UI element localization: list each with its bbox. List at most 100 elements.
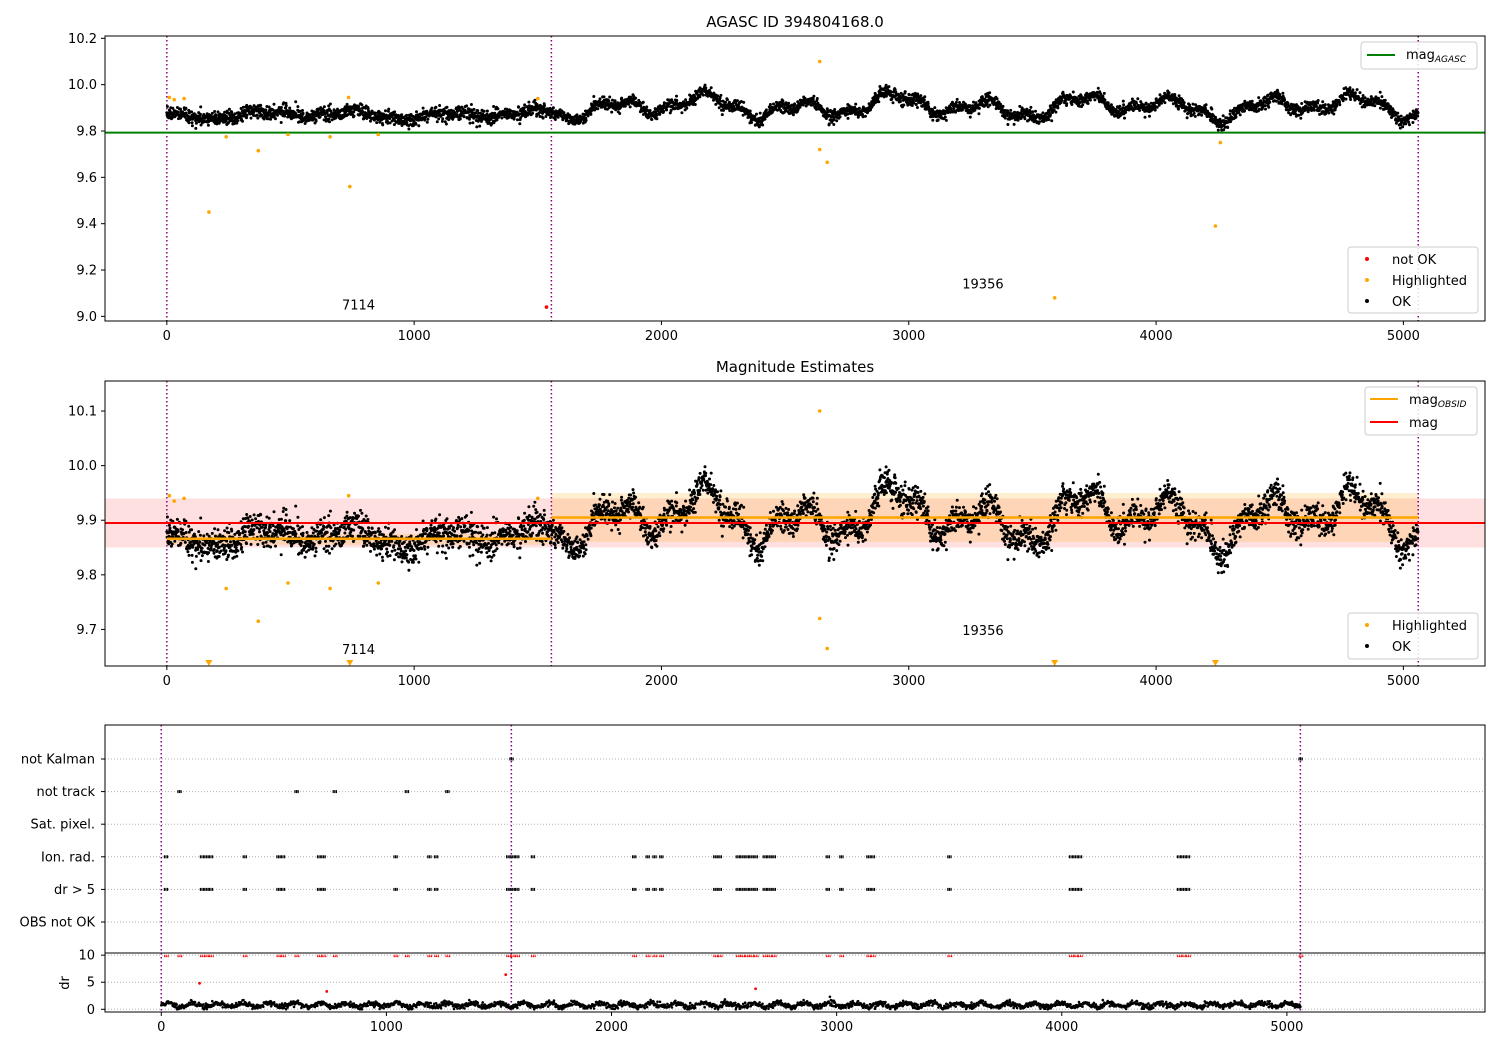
agasc-legend-mag-subscript: AGASC (1434, 55, 1467, 65)
agasc-ok-point-4147 (1344, 97, 1348, 101)
estimates-ok-point-87 (190, 528, 194, 532)
agasc-ok-point-1664 (638, 100, 642, 104)
agasc-ok-point-3456 (1148, 114, 1151, 118)
estimates-ok-point-185 (217, 545, 221, 549)
estimates-ok-point-365 (269, 545, 273, 549)
agasc-legend-ok-swatch (1365, 299, 1369, 303)
agasc-ok-point-3558 (1177, 107, 1180, 111)
agasc-ok-point-1758 (665, 108, 669, 112)
agasc-ok-point-19 (170, 116, 174, 120)
agasc-ok-point-3914 (1278, 93, 1282, 96)
agasc-ok-point-4163 (1349, 98, 1353, 101)
agasc-ok-point-2368 (838, 115, 842, 119)
agasc-ok-point-3943 (1286, 101, 1290, 105)
agasc-highlighted-point-17 (1218, 140, 1223, 145)
agasc-ok-point-4273 (1380, 95, 1384, 99)
agasc-ok-point-208 (224, 119, 228, 123)
agasc-ok-point-89 (190, 121, 194, 125)
agasc-ok-point-1630 (628, 105, 632, 109)
agasc-ok-point-3498 (1160, 101, 1163, 105)
agasc-ytick-label-9.8: 9.8 (76, 125, 97, 140)
agasc-ok-point-525 (314, 119, 318, 123)
agasc-ok-point-1045 (462, 115, 466, 119)
agasc-ok-point-1100 (478, 124, 482, 128)
agasc-ok-point-2826 (968, 115, 972, 119)
agasc-highlighted-point-6 (286, 132, 290, 137)
agasc-ok-point-3560 (1177, 94, 1181, 98)
agasc-ok-point-4370 (1408, 123, 1411, 127)
estimates-ok-point-320 (256, 543, 260, 546)
agasc-ok-point-2780 (955, 97, 959, 101)
agasc-ok-point-1241 (518, 122, 522, 126)
estimates-ok-point-11 (168, 526, 172, 530)
agasc-ok-point-3264 (1093, 98, 1097, 102)
agasc-obsid-annotation-7114: 7114 (342, 298, 375, 313)
agasc-ok-point-2457 (863, 114, 867, 118)
estimates-ok-point-263 (240, 545, 244, 549)
agasc-ok-point-4268 (1378, 106, 1382, 110)
agasc-ok-point-800 (392, 123, 396, 127)
agasc-ok-point-3415 (1136, 97, 1140, 101)
agasc-ok-point-348 (264, 108, 268, 112)
agasc-ok-point-420 (284, 104, 288, 108)
agasc-ok-point-1947 (718, 99, 722, 103)
agasc-ok-point-2288 (815, 97, 819, 100)
agasc-xtick-label-3000: 3000 (892, 329, 925, 344)
agasc-ok-point-3790 (1243, 109, 1246, 113)
agasc-legend-ok-label: OK (1392, 295, 1411, 310)
agasc-ok-point-2640 (915, 106, 919, 109)
agasc-ok-point-1273 (527, 100, 531, 104)
estimates-ok-point-306 (252, 528, 256, 532)
agasc-ok-point-1829 (685, 106, 689, 110)
agasc-ok-point-3240 (1086, 102, 1090, 105)
agasc-ok-point-21 (171, 106, 175, 110)
agasc-ok-point-160 (210, 111, 214, 115)
estimates-ok-point-210 (225, 539, 229, 543)
estimates-ok-point-382 (274, 544, 277, 548)
agasc-ok-point-3493 (1158, 93, 1162, 97)
agasc-ok-point-2597 (903, 90, 907, 94)
agasc-ok-point-4180 (1353, 91, 1357, 95)
agasc-ok-point-1577 (613, 99, 617, 103)
agasc-ok-point-4400 (1416, 111, 1420, 115)
agasc-ok-point-3165 (1065, 102, 1069, 106)
agasc-xtick-label-2000: 2000 (645, 329, 678, 344)
agasc-highlighted-point-10 (376, 132, 381, 137)
estimates-ok-point-326 (258, 530, 261, 534)
agasc-ok-point-3221 (1081, 103, 1085, 107)
agasc-ok-point-426 (286, 109, 290, 113)
agasc-ok-point-3510 (1163, 101, 1167, 105)
agasc-ok-point-886 (417, 124, 421, 128)
agasc-ok-point-2167 (781, 99, 785, 103)
agasc-xtick-label-4000: 4000 (1140, 329, 1173, 344)
agasc-ok-point-1954 (720, 113, 724, 117)
agasc-obsid-annotation-19356: 19356 (962, 278, 1003, 293)
agasc-ok-point-3655 (1204, 103, 1208, 107)
agasc-ok-point-3760 (1234, 115, 1238, 119)
agasc-ok-point-3297 (1102, 91, 1106, 95)
agasc-ok-point-674 (357, 104, 360, 108)
agasc-ok-point-3069 (1037, 120, 1041, 124)
agasc-ok-point-395 (277, 106, 281, 109)
agasc-legend-highlighted-label: Highlighted (1392, 274, 1467, 289)
agasc-ok-point-689 (361, 110, 365, 114)
agasc-ok-point-1502 (592, 95, 596, 98)
agasc-ok-point-453 (294, 100, 298, 104)
agasc-ok-point-2652 (919, 94, 923, 98)
estimates-ok-point-109 (196, 547, 200, 551)
agasc-ok-point-4393 (1414, 116, 1418, 120)
estimates-ok-point-304 (251, 532, 255, 536)
estimates-ok-point-300 (250, 518, 254, 522)
agasc-ok-point-600 (336, 107, 339, 111)
agasc-ok-point-3055 (1034, 109, 1037, 113)
agasc-ok-point-1286 (531, 111, 535, 115)
agasc-ok-point-416 (283, 112, 287, 115)
agasc-xtick-label-0: 0 (163, 329, 171, 344)
agasc-ok-point-180 (216, 110, 220, 114)
agasc-ok-point-1946 (718, 96, 722, 100)
estimates-ok-point-28 (173, 539, 177, 543)
agasc-ytick-label-9.2: 9.2 (76, 264, 97, 279)
estimates-ok-point-113 (197, 551, 201, 555)
agasc-ok-point-4248 (1373, 104, 1377, 108)
estimates-ok-point-472 (299, 544, 303, 547)
